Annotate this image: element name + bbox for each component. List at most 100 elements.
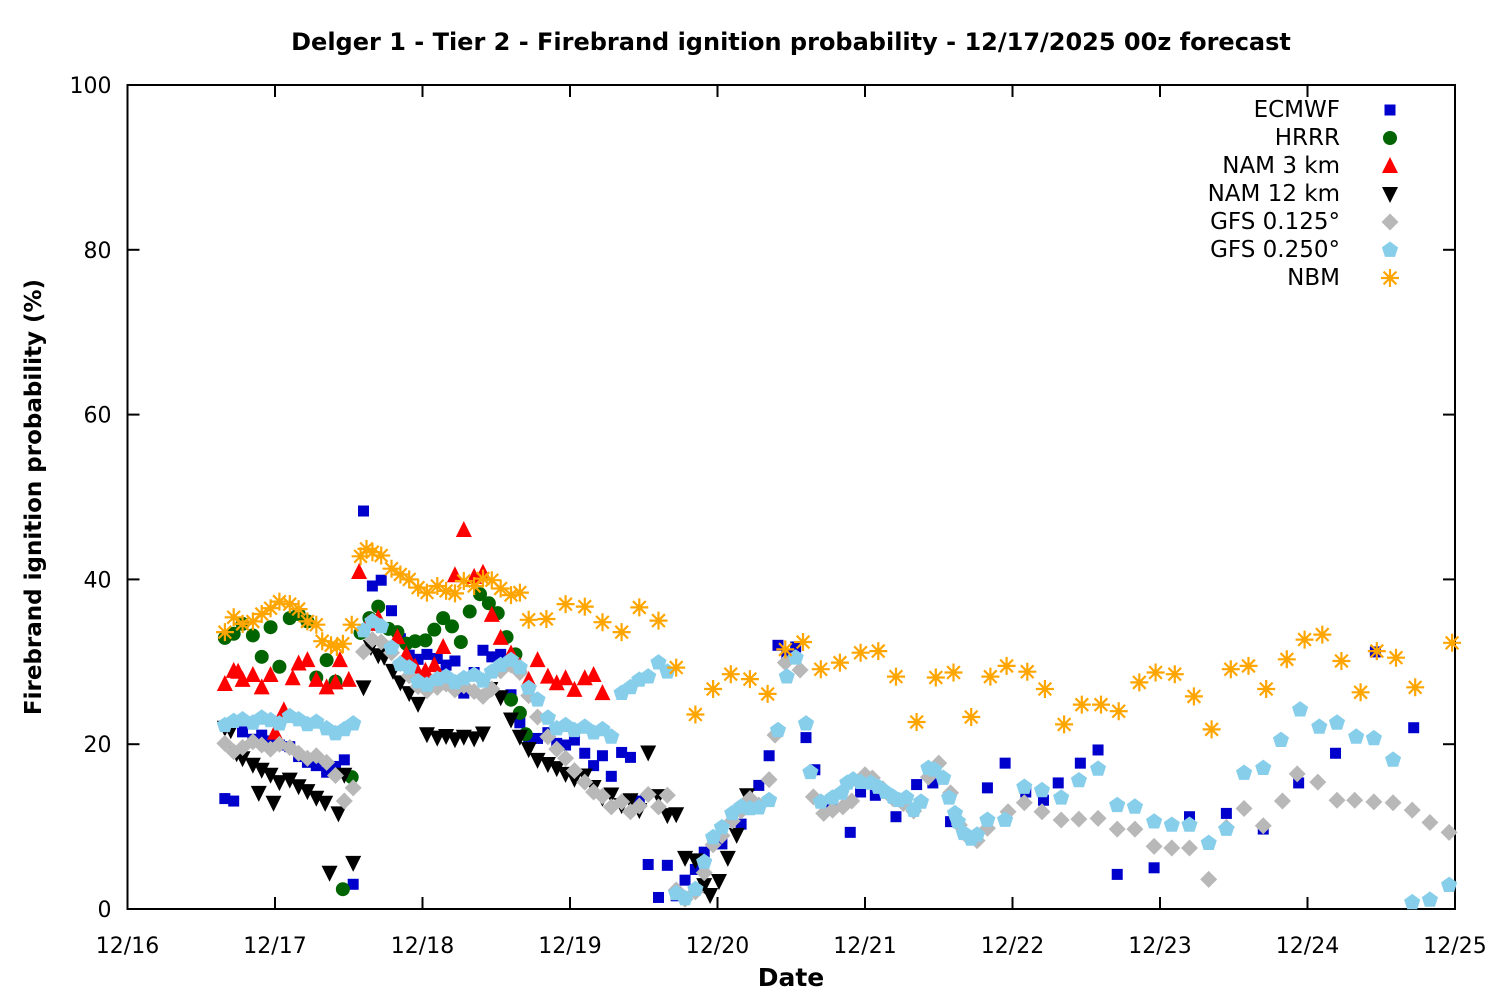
gfs-0250-point [1404, 893, 1421, 910]
gfs-0125-point [565, 762, 583, 780]
nbm-point [575, 597, 594, 616]
legend-item-hrrr: HRRR [1180, 124, 1440, 152]
nam-12km-point [529, 752, 546, 769]
legend: ECMWF HRRR NAM 3 km NAM 12 km GFS 0.125° GFS … [1180, 96, 1440, 292]
nbm-point [612, 623, 631, 642]
x-tick-label: 12/17 [243, 934, 306, 959]
ecmwf-point [1408, 722, 1420, 734]
ecmwf-point [421, 648, 433, 660]
ecmwf-point [514, 717, 526, 729]
hrrr-point [473, 587, 488, 602]
gfs-0125-point [1235, 799, 1253, 817]
gfs-0250-point [926, 761, 943, 777]
gfs-0250-point [677, 889, 694, 906]
nam-3km-point [244, 665, 261, 682]
ecmwf-point [653, 891, 664, 903]
gfs-0125-point [355, 643, 372, 661]
nam-3km-point [594, 684, 611, 701]
gfs-0125-point [1288, 765, 1306, 783]
nam-12km-point [265, 795, 282, 812]
ecmwf-point [661, 859, 673, 871]
ecmwf-point [386, 605, 398, 617]
nam-12km-point [603, 787, 620, 804]
gfs-0250-point [941, 789, 958, 805]
nbm-point [704, 680, 723, 698]
gfs-0250-point [1163, 816, 1180, 832]
legend-item-nbm: NBM [1180, 264, 1440, 292]
gfs-0125-point [1200, 870, 1218, 888]
series-nbm [215, 539, 1462, 739]
nam-12km-point [702, 887, 719, 904]
nbm-point [1092, 695, 1110, 714]
gfs-0125-point [1346, 791, 1364, 809]
gfs-0125-point [1309, 773, 1327, 791]
nam-3km-point [216, 675, 233, 692]
nbm-point [667, 658, 686, 677]
gfs-0250-point [401, 659, 418, 675]
nam-12km-point [466, 731, 483, 748]
hrrr-point [462, 604, 477, 619]
nam-12km-point [244, 757, 261, 774]
ecmwf-point [568, 734, 580, 746]
gfs-0250-point [650, 654, 667, 670]
hrrr-point [418, 633, 433, 648]
hrrr-point [319, 653, 334, 668]
gfs-0125-point [1440, 823, 1458, 841]
legend-marker-nam-12km-icon [1340, 181, 1440, 207]
gfs-0250-point [373, 617, 390, 634]
ecmwf-point [412, 653, 424, 665]
gfs-0250-point [1236, 764, 1253, 780]
nam-12km-point [710, 873, 727, 890]
nbm-point [510, 583, 529, 602]
gfs-0250-point [1126, 798, 1143, 814]
gfs-0250-point [1365, 729, 1382, 746]
ecmwf-point [579, 747, 591, 759]
gfs-0125-point [318, 753, 336, 771]
nbm-point [289, 600, 308, 619]
nbm-point [215, 623, 234, 642]
ecmwf-point [310, 760, 322, 772]
gfs-0125-point [1181, 839, 1198, 857]
gfs-0250-point [1255, 759, 1272, 775]
nam-3km-point [446, 566, 463, 583]
nbm-point [363, 543, 382, 562]
nam-12km-point [271, 775, 288, 792]
nbm-point [437, 581, 456, 600]
nbm-point [351, 547, 370, 566]
gfs-0250-point [1292, 701, 1309, 717]
nbm-point [962, 708, 981, 726]
gfs-0250-point [1016, 778, 1033, 794]
nam-3km-point [435, 637, 452, 654]
gfs-0125-point [1145, 837, 1163, 855]
nbm-point [1109, 702, 1128, 721]
gfs-0125-point [1070, 810, 1088, 828]
nam-3km-point [455, 520, 472, 537]
gfs-0250-point [802, 763, 819, 780]
ecmwf-point [560, 739, 572, 751]
nbm-point [776, 640, 795, 659]
y-tick-label: 100 [70, 74, 112, 99]
hrrr-point [371, 599, 386, 614]
nam-12km-point [622, 793, 639, 810]
nbm-point [428, 577, 447, 595]
nbm-point [270, 592, 289, 611]
ecmwf-point [477, 644, 489, 656]
nbm-point [869, 642, 888, 661]
nam-3km-point [262, 665, 279, 682]
nbm-point [391, 565, 410, 584]
ecmwf-point [532, 732, 544, 744]
gfs-0125-point [658, 786, 676, 804]
gfs-0250-point [713, 818, 730, 835]
nbm-point [1130, 673, 1149, 692]
gfs-0250-point [1053, 789, 1070, 805]
nam-12km-point [330, 806, 347, 823]
gfs-0125-point [1126, 820, 1144, 838]
gfs-0250-point [797, 715, 815, 731]
nbm-point [537, 610, 556, 628]
legend-item-nam-3km: NAM 3 km [1180, 152, 1440, 180]
nam-12km-point [511, 729, 528, 746]
ecmwf-point [927, 777, 939, 789]
nam-3km-point [331, 651, 348, 668]
ecmwf-point [588, 760, 600, 772]
gfs-0250-point [511, 659, 528, 675]
